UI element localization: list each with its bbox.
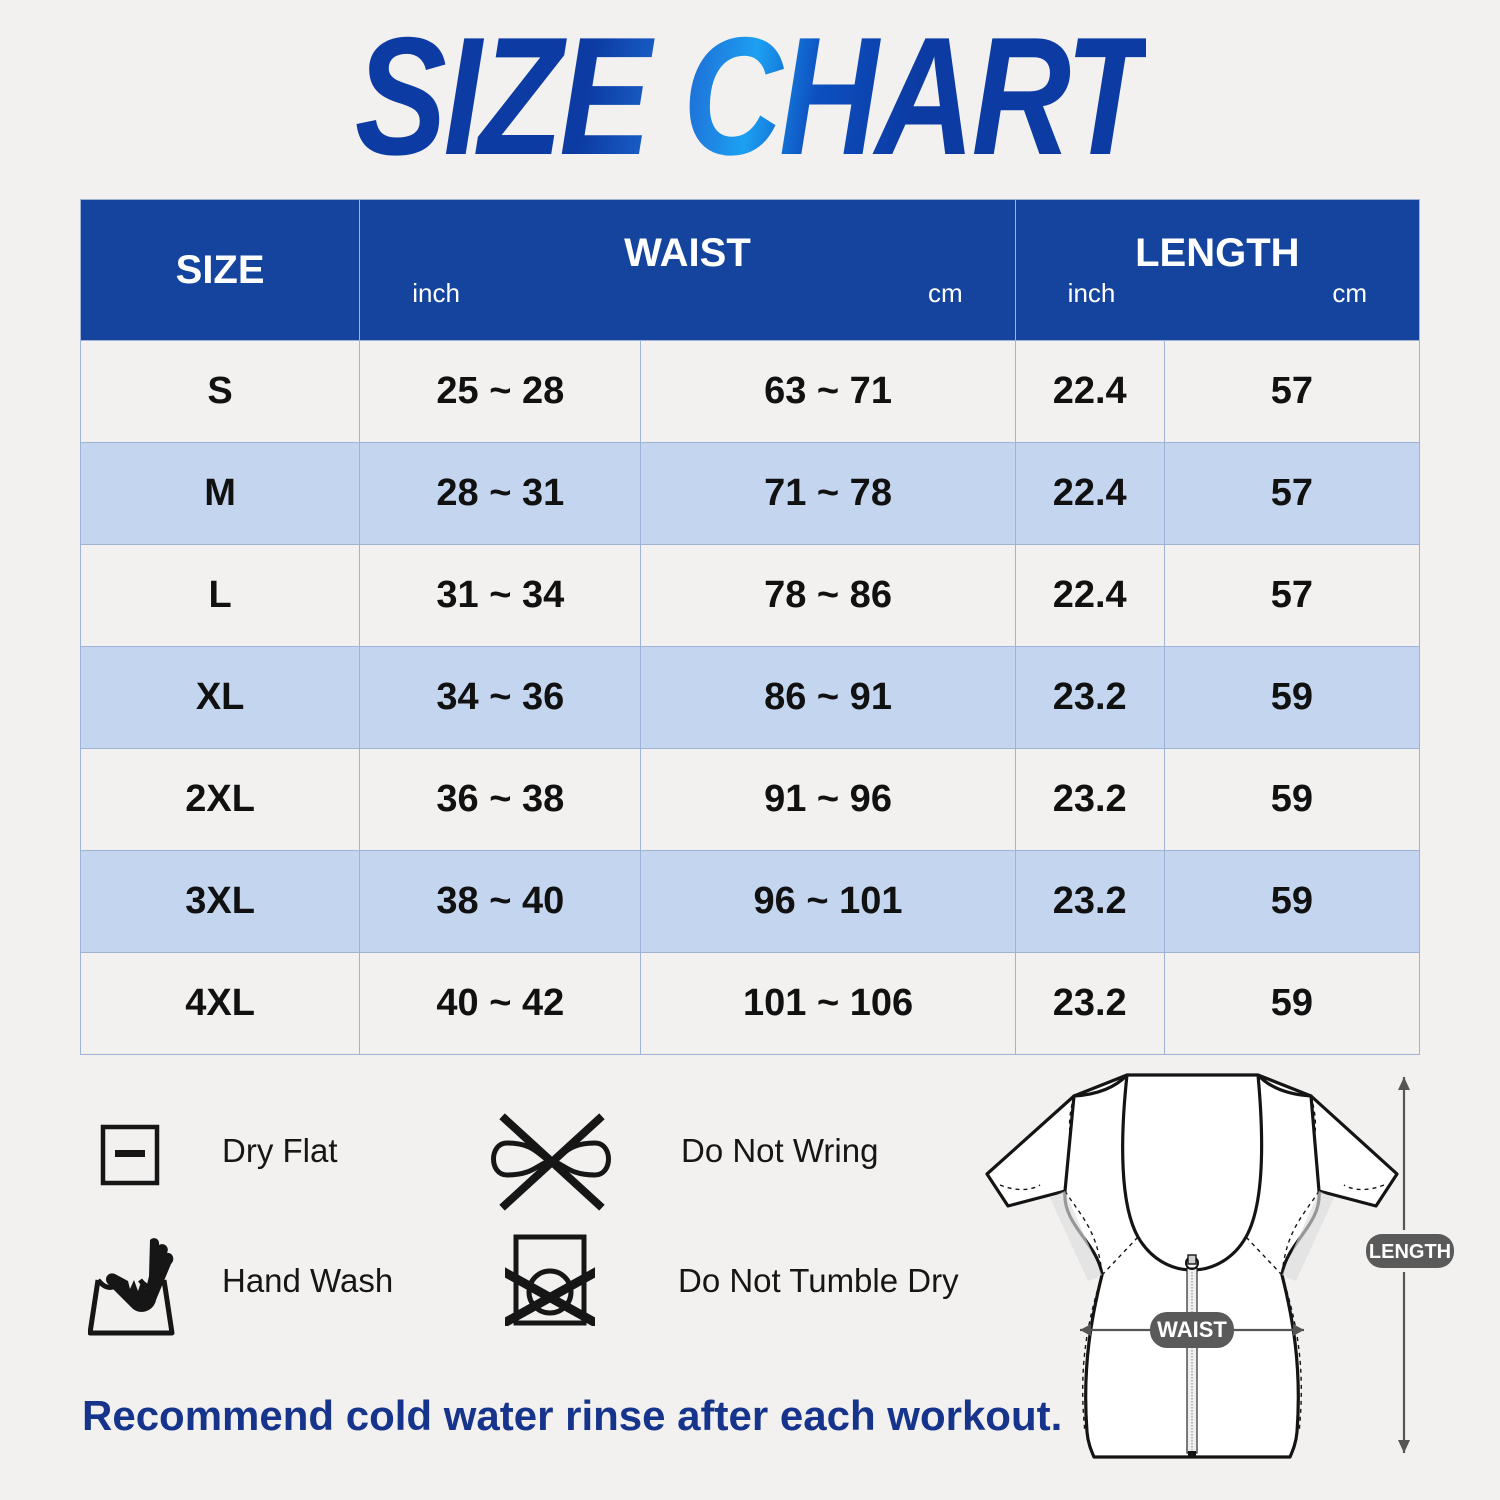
- svg-text:WAIST: WAIST: [1157, 1317, 1227, 1342]
- svg-text:LENGTH: LENGTH: [1369, 1241, 1451, 1263]
